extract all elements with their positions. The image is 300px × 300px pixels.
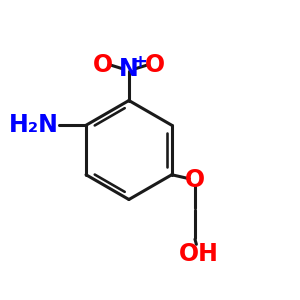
Text: +: + bbox=[132, 53, 147, 71]
Text: O: O bbox=[93, 52, 113, 76]
Text: N: N bbox=[119, 57, 139, 81]
Text: OH: OH bbox=[179, 242, 219, 266]
Text: O: O bbox=[185, 168, 205, 192]
Text: O: O bbox=[145, 52, 165, 76]
Text: H₂N: H₂N bbox=[8, 113, 58, 137]
